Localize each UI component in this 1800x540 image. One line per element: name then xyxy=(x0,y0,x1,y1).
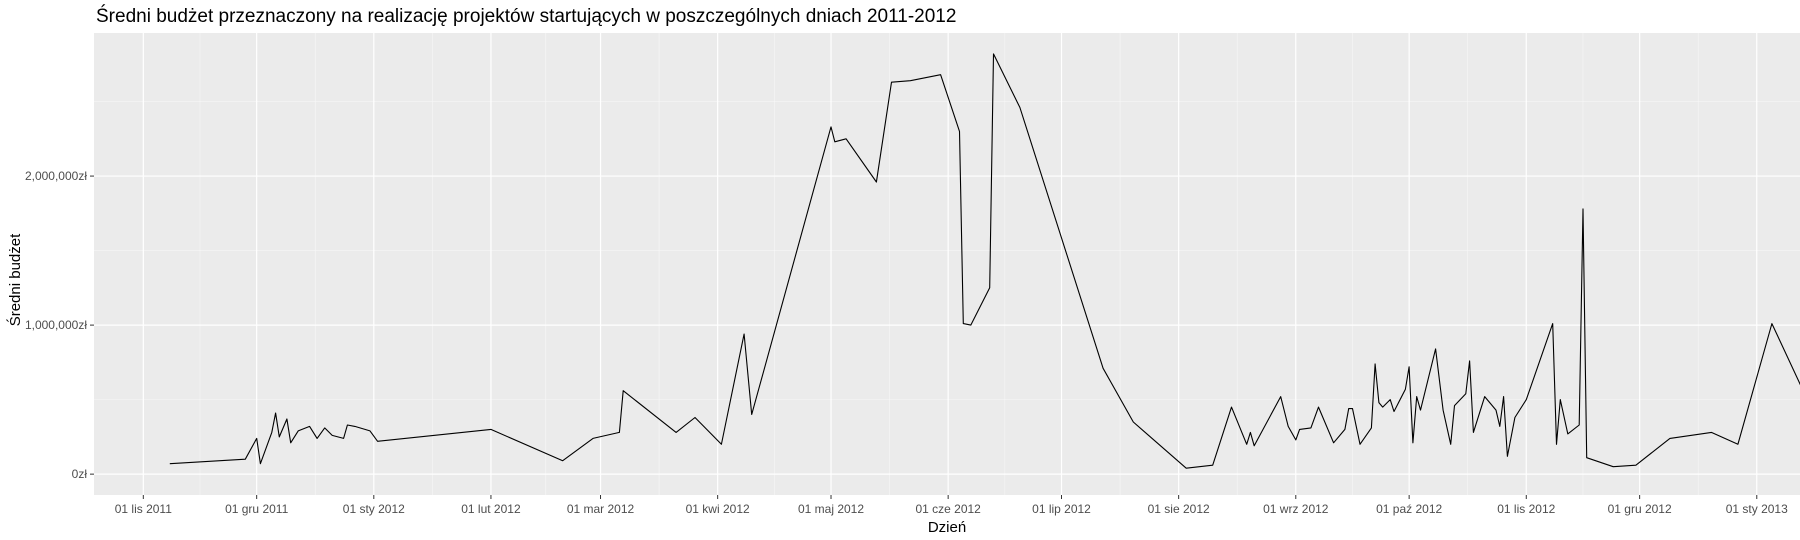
x-tick-label: 01 lip 2012 xyxy=(1032,502,1091,516)
x-axis-title: Dzień xyxy=(928,519,966,536)
x-tick-label: 01 wrz 2012 xyxy=(1263,502,1329,516)
x-tick-label: 01 kwi 2012 xyxy=(686,502,750,516)
x-axis: 01 lis 2011 01 gru 2011 01 sty 2012 01 lut … xyxy=(115,495,1788,516)
x-tick-label: 01 maj 2012 xyxy=(798,502,864,516)
plot-panel xyxy=(94,33,1800,495)
x-tick-label: 01 gru 2012 xyxy=(1608,502,1672,516)
y-axis-title: Średni budżet xyxy=(6,233,24,326)
y-axis: 0zł 1,000,000zł 2,000,000zł xyxy=(25,169,94,481)
x-tick-label: 01 lis 2012 xyxy=(1497,502,1555,516)
x-tick-label: 01 mar 2012 xyxy=(567,502,635,516)
series-line xyxy=(169,53,1800,469)
y-tick-label: 0zł xyxy=(72,467,88,481)
x-tick-label: 01 lut 2012 xyxy=(461,502,521,516)
x-tick-label: 01 cze 2012 xyxy=(915,502,981,516)
chart-title: Średni budżet przeznaczony na realizację… xyxy=(96,5,956,27)
x-tick-label: 01 sty 2012 xyxy=(343,502,405,516)
x-tick-label: 01 paź 2012 xyxy=(1376,502,1442,516)
y-tick-label: 1,000,000zł xyxy=(25,318,87,332)
x-tick-label: 01 lis 2011 xyxy=(115,502,172,516)
x-tick-label: 01 gru 2011 xyxy=(225,502,288,516)
x-tick-label: 01 sie 2012 xyxy=(1148,502,1210,516)
plot-area xyxy=(94,33,1800,495)
x-tick-label: 01 sty 2013 xyxy=(1726,502,1788,516)
y-tick-label: 2,000,000zł xyxy=(25,169,87,183)
